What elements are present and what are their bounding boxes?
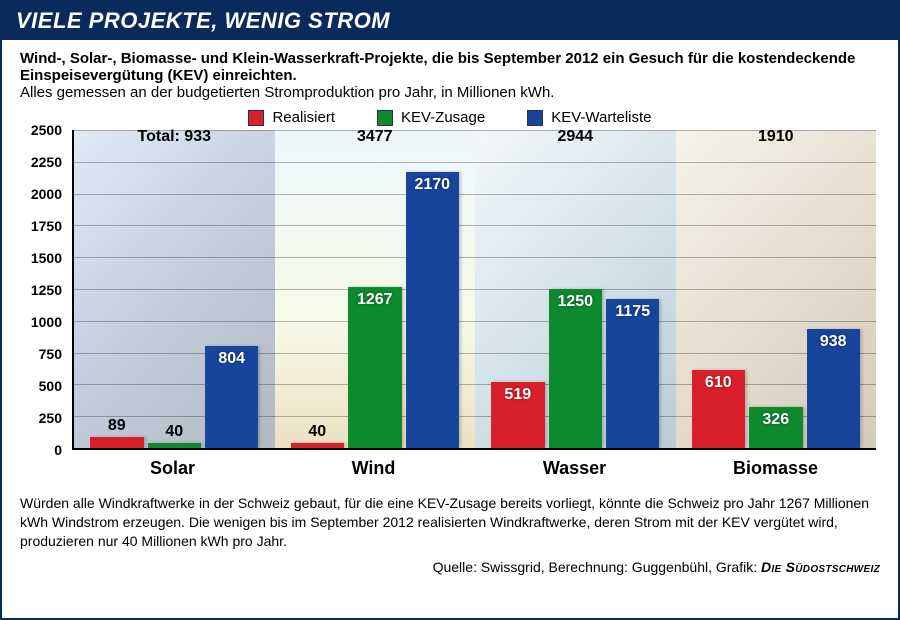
bar-groups: Total: 933894080434774012672170294451912… (74, 130, 876, 448)
bars: 89 40 804 (90, 130, 258, 448)
bar-value-label: 610 (705, 374, 732, 392)
subtitle-block: Wind-, Solar-, Biomasse- und Klein-Wasse… (2, 40, 898, 103)
x-label: Solar (72, 452, 273, 482)
legend-item: KEV-Zusage (377, 109, 485, 126)
bar-value-label: 938 (820, 333, 847, 351)
bars: 610 326 938 (692, 130, 860, 448)
source-line: Quelle: Swissgrid, Berechnung: Guggenbüh… (2, 557, 898, 575)
bar-value-label: 1250 (557, 293, 593, 311)
legend-swatch (377, 110, 393, 126)
x-label: Wasser (474, 452, 675, 482)
legend-swatch (527, 110, 543, 126)
y-tick-label: 1750 (20, 218, 68, 234)
x-label: Wind (273, 452, 474, 482)
bar-value-label: 326 (762, 411, 789, 429)
y-tick-label: 750 (20, 346, 68, 362)
bar-realisiert: 610 (692, 370, 745, 448)
x-axis-labels: SolarWindWasserBiomasse (72, 452, 876, 482)
bar-zusage: 40 (148, 443, 201, 448)
plot-area: Total: 933894080434774012672170294451912… (72, 130, 876, 450)
y-tick-label: 500 (20, 378, 68, 394)
bar-value-label: 1175 (615, 303, 650, 321)
bar-group: Total: 9338940804 (74, 130, 275, 448)
bars: 519 1250 1175 (491, 130, 659, 448)
chart: 02505007501000125015001750200022502500 T… (20, 130, 880, 482)
y-tick-label: 1500 (20, 250, 68, 266)
y-tick-label: 250 (20, 410, 68, 426)
legend: Realisiert KEV-Zusage KEV-Warteliste (2, 103, 898, 130)
bar-zusage: 326 (749, 407, 802, 448)
legend-swatch (248, 110, 264, 126)
bar-warteliste: 938 (807, 329, 860, 448)
bar-group: 34774012672170 (275, 130, 476, 448)
subtitle-light: Alles gemessen an der budgetierten Strom… (20, 84, 880, 101)
bar-zusage: 1267 (348, 287, 401, 448)
legend-item: Realisiert (248, 109, 335, 126)
title-bar: VIELE PROJEKTE, WENIG STROM (2, 2, 898, 40)
y-tick-label: 1000 (20, 314, 68, 330)
bar-value-label: 519 (504, 386, 531, 404)
subtitle-bold: Wind-, Solar-, Biomasse- und Klein-Wasse… (20, 50, 880, 84)
infographic-frame: VIELE PROJEKTE, WENIG STROM Wind-, Solar… (0, 0, 900, 620)
bar-value-label: 804 (218, 350, 245, 368)
bar-value-label: 89 (108, 417, 126, 435)
x-label: Biomasse (675, 452, 876, 482)
source-prefix: Quelle: Swissgrid, Berechnung: Guggenbüh… (433, 559, 761, 575)
bar-warteliste: 2170 (406, 172, 459, 448)
y-tick-label: 0 (20, 442, 68, 458)
bar-warteliste: 804 (205, 346, 258, 448)
y-tick-label: 2000 (20, 186, 68, 202)
footnote: Würden alle Windkraftwerke in der Schwei… (2, 482, 898, 557)
legend-label: KEV-Zusage (401, 109, 485, 126)
bar-realisiert: 40 (291, 443, 344, 448)
legend-item: KEV-Warteliste (527, 109, 651, 126)
legend-label: KEV-Warteliste (551, 109, 651, 126)
bar-value-label: 2170 (414, 176, 450, 194)
source-brand: Die Südostschweiz (761, 559, 880, 575)
y-tick-label: 2500 (20, 122, 68, 138)
bars: 40 1267 2170 (291, 130, 459, 448)
y-tick-label: 2250 (20, 154, 68, 170)
bar-group: 1910610326938 (676, 130, 877, 448)
legend-label: Realisiert (272, 109, 335, 126)
y-tick-label: 1250 (20, 282, 68, 298)
bar-value-label: 40 (165, 423, 183, 441)
y-axis: 02505007501000125015001750200022502500 (20, 130, 68, 450)
bar-value-label: 40 (308, 423, 326, 441)
bar-zusage: 1250 (549, 289, 602, 448)
bar-realisiert: 89 (90, 437, 143, 448)
headline: VIELE PROJEKTE, WENIG STROM (16, 8, 390, 33)
bar-realisiert: 519 (491, 382, 544, 448)
bar-value-label: 1267 (357, 291, 393, 309)
bar-group: 294451912501175 (475, 130, 676, 448)
bar-warteliste: 1175 (606, 299, 659, 448)
